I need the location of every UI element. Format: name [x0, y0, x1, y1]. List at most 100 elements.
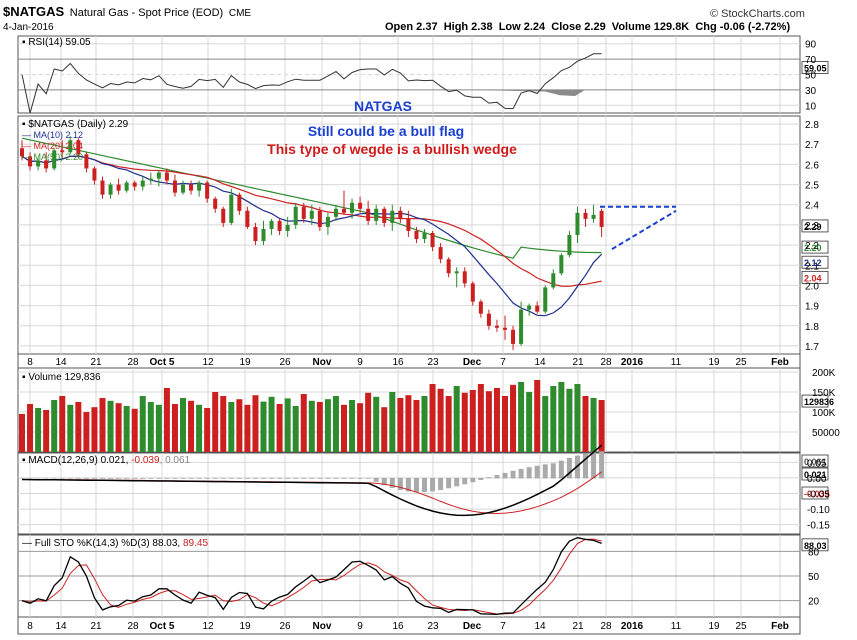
volume-bar — [437, 388, 444, 452]
volume-bar — [244, 404, 251, 452]
annotation-title: NATGAS — [354, 98, 412, 114]
macd-histogram-bar — [180, 477, 186, 479]
ma20-tag: 2.04 — [804, 273, 822, 283]
macd-histogram-bar — [542, 464, 548, 479]
macd-line — [21, 444, 603, 517]
volume-bar — [43, 410, 50, 452]
candle-body — [172, 180, 177, 193]
macd-histogram-bar — [164, 477, 170, 479]
macd-tick-label: -0.15 — [807, 521, 830, 532]
date-label-bottom: 25 — [735, 621, 747, 632]
volume-bar — [453, 386, 460, 452]
macd-histogram-bar — [558, 460, 564, 479]
price-tick-label: 2.4 — [805, 201, 819, 212]
candle-body — [567, 235, 572, 256]
candle-body — [245, 210, 250, 227]
macd-histogram-bar — [534, 465, 540, 479]
candle-body — [511, 329, 516, 344]
symbol: $NATGAS — [3, 4, 65, 19]
macd-histogram-bar — [478, 477, 484, 480]
ma10-tag-box — [801, 255, 829, 269]
price-tick-label: 1.7 — [805, 342, 819, 353]
candle-body — [350, 202, 355, 213]
candle-body — [390, 210, 395, 223]
macd-histogram-bar — [212, 477, 218, 479]
ma50-tag-box — [801, 240, 829, 254]
volume-bar — [268, 396, 275, 452]
volume-bar — [445, 396, 452, 452]
date-label-top: 16 — [392, 357, 404, 368]
symbol-title: $NATGAS Natural Gas - Spot Price (EOD) C… — [3, 4, 251, 19]
date-label-bottom: 19 — [239, 621, 251, 632]
candle-body — [68, 140, 73, 153]
volume-bar — [260, 401, 267, 452]
macd-tag-signal: -0.039 — [804, 489, 830, 499]
rsi-panel: 59.05 — [21, 53, 829, 114]
candle-body — [462, 271, 467, 284]
candle-body — [140, 180, 145, 187]
volume-bar — [316, 402, 323, 452]
candle-body — [197, 182, 202, 191]
macd-histogram-bar — [494, 475, 500, 479]
symbol-description: Natural Gas - Spot Price (EOD) — [69, 7, 224, 19]
date-label-bottom: 23 — [427, 621, 439, 632]
date-label-bottom: 7 — [500, 621, 506, 632]
candle-body — [519, 309, 524, 344]
macd-histogram-bar — [317, 477, 323, 479]
volume-bar — [365, 392, 372, 452]
date-label-top: 14 — [534, 357, 546, 368]
volume-bar — [485, 391, 492, 452]
grid-lines — [18, 36, 800, 617]
date-label-top: 21 — [90, 357, 102, 368]
macd-tick-label: 0.00 — [807, 474, 827, 485]
volume-bar — [75, 402, 82, 452]
ma50-legend: — MA(50) 2.20 — [22, 152, 83, 162]
candle-body — [527, 305, 532, 310]
date-label-top: Dec — [463, 357, 482, 368]
date-label-bottom: 26 — [279, 621, 291, 632]
price-close-tag: 2.29 — [804, 222, 822, 232]
candle-body — [52, 150, 57, 169]
candle-body — [559, 255, 564, 274]
watermark[interactable]: © StockCharts.com — [710, 8, 805, 20]
volume-bar — [413, 400, 420, 452]
volume-bar — [421, 396, 428, 452]
volume-bar — [236, 399, 243, 452]
macd-histogram-bar — [301, 477, 307, 479]
macd-histogram-bar — [285, 477, 291, 479]
candle-body — [213, 198, 218, 209]
macd-histogram-bar — [349, 477, 355, 479]
macd-histogram-bar — [591, 452, 597, 479]
volume-bar — [526, 392, 533, 452]
candle-body — [285, 224, 290, 231]
sto-value-tag: 88.03 — [804, 541, 827, 551]
price-tick-label: 2.3 — [805, 221, 819, 232]
volume-bar — [405, 395, 412, 452]
macd-histogram-bar — [430, 477, 436, 492]
volume-bar — [341, 404, 347, 452]
candle-body — [36, 160, 41, 167]
date-label-top: 19 — [239, 357, 251, 368]
date-label-top: 9 — [357, 357, 363, 368]
candle-body — [189, 184, 194, 191]
volume-bar — [204, 408, 211, 452]
candle-body — [486, 313, 491, 326]
date-axis-band-bottom — [17, 616, 801, 635]
price-tick-label: 1.9 — [805, 302, 819, 313]
macd-histogram-bar — [156, 477, 162, 479]
volume-bar — [107, 400, 114, 452]
macd-histogram-bar — [502, 472, 508, 479]
macd-histogram-bar — [188, 477, 194, 479]
macd-histogram-bar — [172, 477, 178, 479]
sto-tick-label: 50 — [808, 572, 820, 583]
volume-bar — [373, 396, 380, 452]
ma10-legend: — MA(10) 2.12 — [22, 130, 83, 140]
candle-body — [535, 305, 540, 312]
date-label-bottom: 16 — [392, 621, 404, 632]
volume-tick-label: 50000 — [812, 428, 840, 439]
volume-bar — [139, 396, 146, 452]
candle-body — [446, 259, 451, 274]
volume-bar — [163, 388, 170, 452]
date-label-top: 26 — [279, 357, 291, 368]
price-tick-label: 2.5 — [805, 181, 819, 192]
